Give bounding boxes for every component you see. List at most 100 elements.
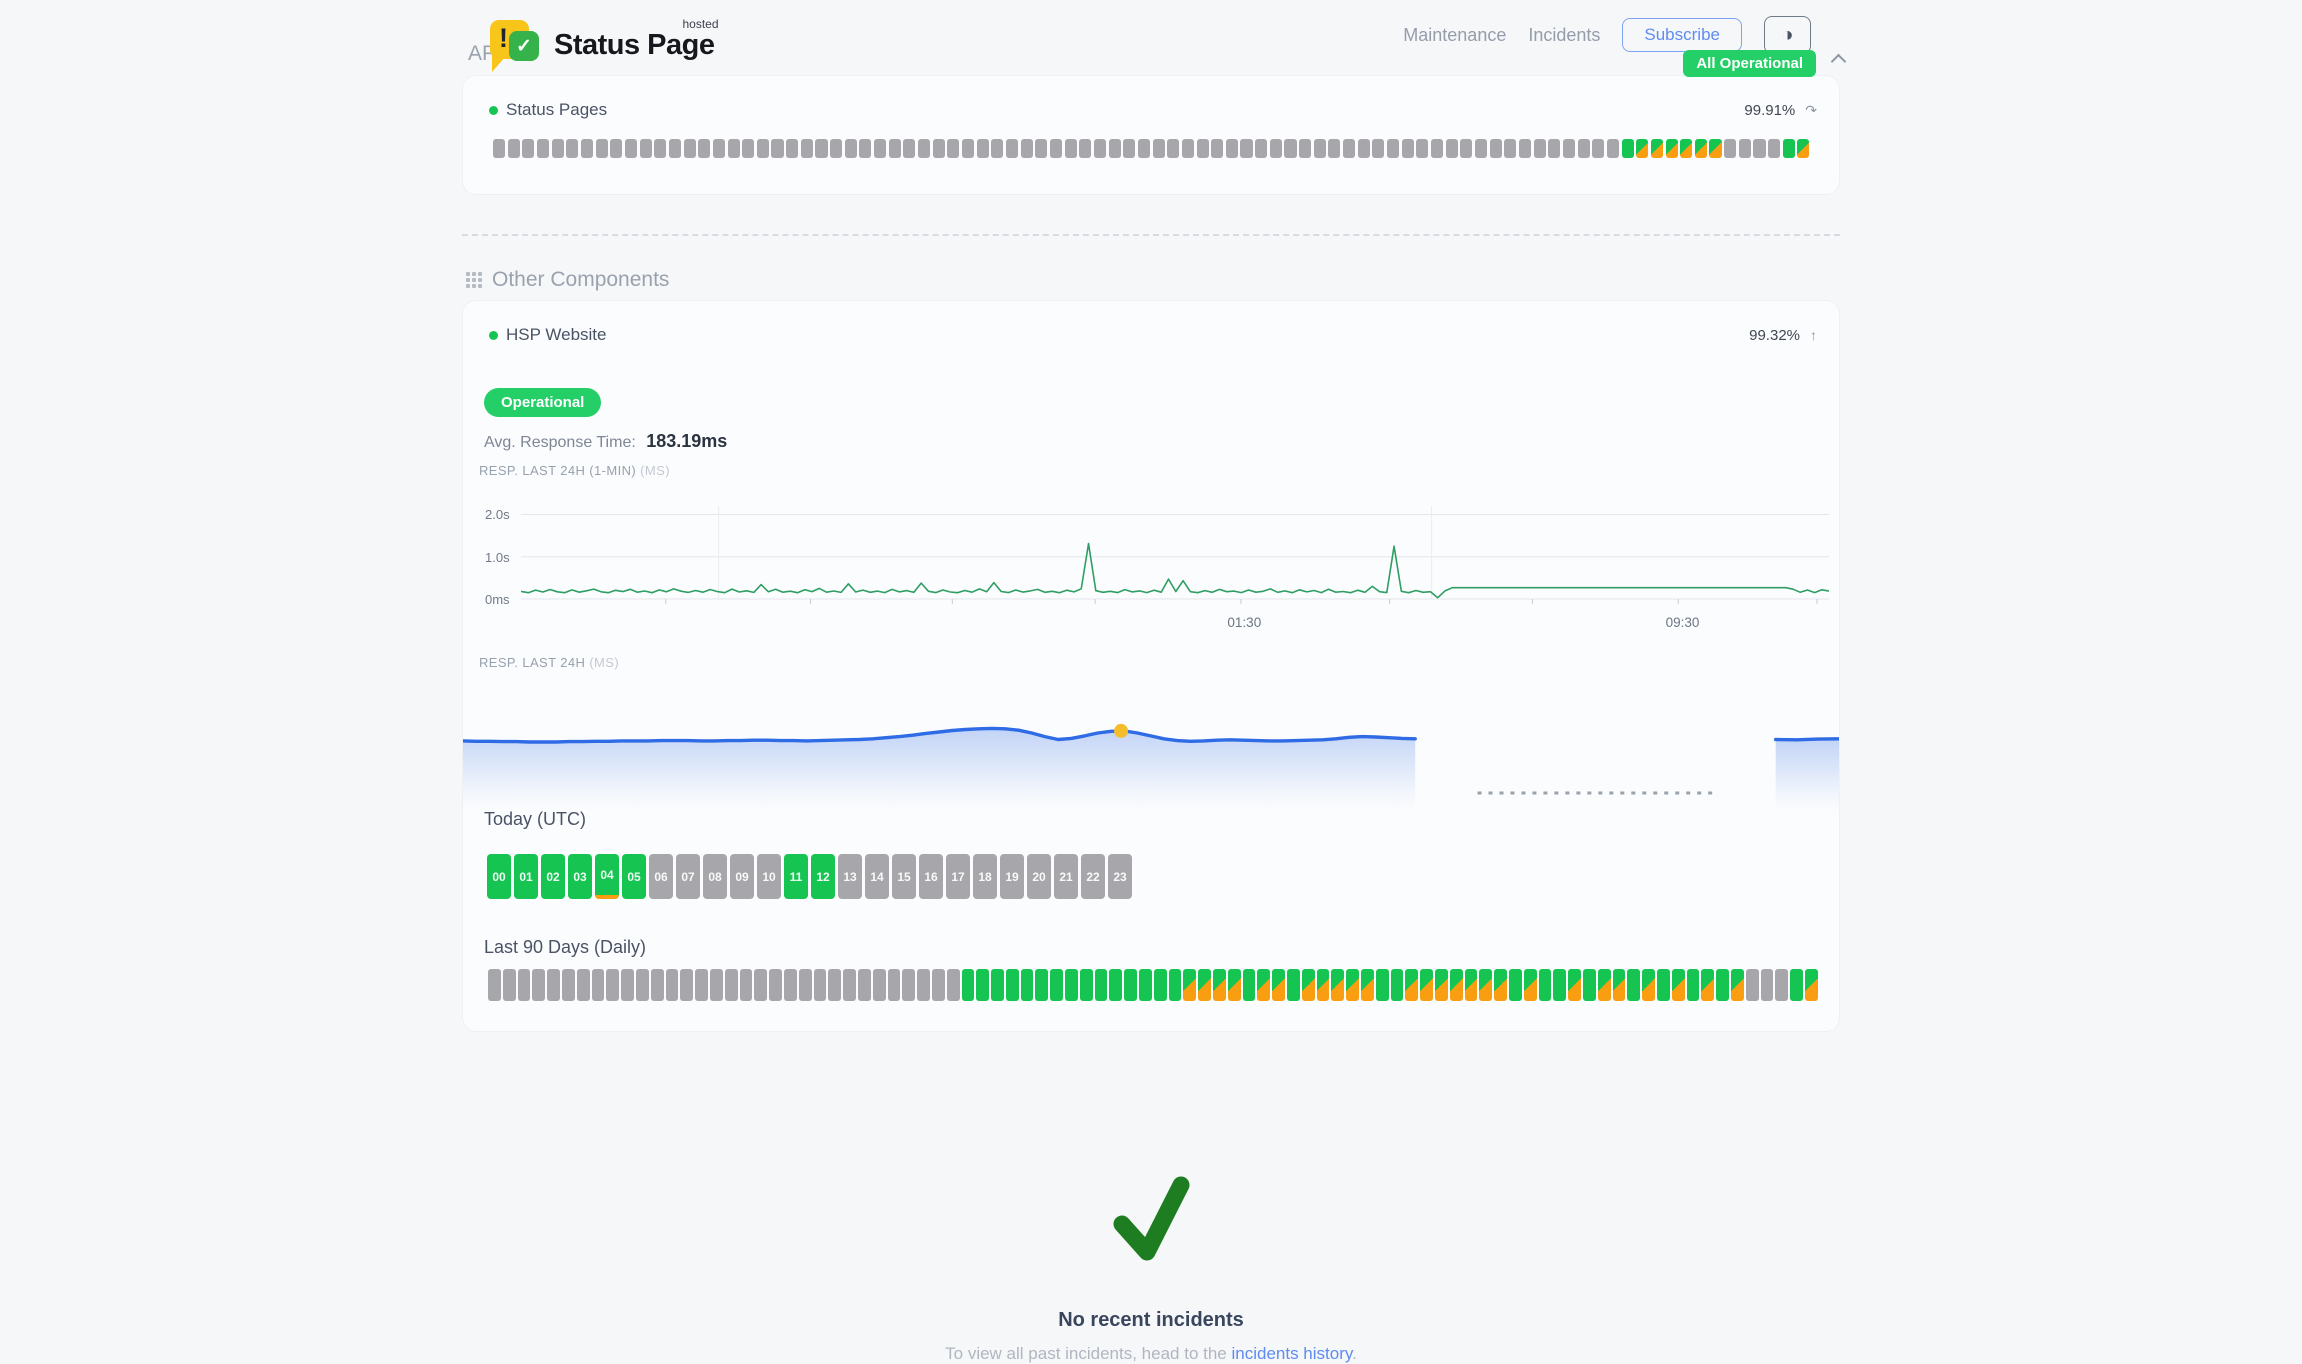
- uptime-bar[interactable]: [888, 139, 901, 158]
- uptime-bar[interactable]: [502, 969, 516, 1001]
- uptime-bar[interactable]: [739, 969, 753, 1001]
- hour-block[interactable]: 01: [514, 854, 538, 899]
- uptime-bar[interactable]: [798, 969, 812, 1001]
- response-1min-chart[interactable]: 2.0s 1.0s 0ms 01:30 09:30: [463, 497, 1839, 637]
- uptime-bar[interactable]: [712, 139, 725, 158]
- uptime-bar[interactable]: [1064, 139, 1077, 158]
- uptime-bar[interactable]: [903, 139, 916, 158]
- uptime-bar[interactable]: [1548, 139, 1561, 158]
- uptime-bar[interactable]: [1257, 969, 1271, 1001]
- uptime-bar[interactable]: [595, 139, 608, 158]
- uptime-bar[interactable]: [1804, 969, 1818, 1001]
- hour-block[interactable]: 23: [1108, 854, 1132, 899]
- uptime-bar[interactable]: [1346, 969, 1360, 1001]
- uptime-bar[interactable]: [1167, 139, 1180, 158]
- overall-status-badge[interactable]: All Operational: [1683, 50, 1816, 77]
- uptime-bar[interactable]: [1701, 969, 1715, 1001]
- uptime-bar[interactable]: [650, 969, 664, 1001]
- uptime-bar[interactable]: [1390, 969, 1404, 1001]
- uptime-bar[interactable]: [1137, 139, 1150, 158]
- uptime-bar[interactable]: [727, 139, 740, 158]
- uptime-bar[interactable]: [1416, 139, 1429, 158]
- uptime-bar[interactable]: [1035, 969, 1049, 1001]
- uptime-bar[interactable]: [1065, 969, 1078, 1001]
- uptime-bar[interactable]: [680, 969, 694, 1001]
- uptime-bar[interactable]: [1464, 969, 1478, 1001]
- uptime-bar[interactable]: [1730, 969, 1744, 1001]
- uptime-bar[interactable]: [961, 969, 975, 1001]
- uptime-bar[interactable]: [1621, 139, 1634, 158]
- hour-block[interactable]: 07: [676, 854, 700, 899]
- uptime-bar[interactable]: [1387, 139, 1400, 158]
- hour-block[interactable]: 03: [568, 854, 592, 899]
- uptime-bar[interactable]: [1577, 139, 1590, 158]
- component-row-hsp-website[interactable]: HSP Website 99.32% ↑: [489, 325, 1817, 345]
- uptime-bar[interactable]: [1153, 969, 1167, 1001]
- uptime-bar[interactable]: [1508, 969, 1522, 1001]
- uptime-bar[interactable]: [991, 969, 1004, 1001]
- uptime-bar[interactable]: [665, 969, 679, 1001]
- uptime-bar[interactable]: [1020, 969, 1034, 1001]
- uptime-bar[interactable]: [1489, 139, 1502, 158]
- uptime-bar[interactable]: [1343, 139, 1356, 158]
- uptime-bar[interactable]: [1328, 139, 1341, 158]
- uptime-bar[interactable]: [756, 139, 769, 158]
- uptime-bar[interactable]: [1533, 139, 1546, 158]
- incidents-history-link[interactable]: incidents history: [1231, 1344, 1353, 1363]
- uptime-bar[interactable]: [1435, 969, 1448, 1001]
- uptime-bar[interactable]: [1431, 139, 1444, 158]
- uptime-bar[interactable]: [1375, 969, 1389, 1001]
- uptime-bar[interactable]: [591, 969, 605, 1001]
- uptime-bar[interactable]: [517, 969, 531, 1001]
- uptime-bar[interactable]: [1361, 969, 1374, 1001]
- nav-incidents[interactable]: Incidents: [1528, 24, 1601, 45]
- hour-block[interactable]: 08: [703, 854, 727, 899]
- uptime-bar[interactable]: [859, 139, 872, 158]
- uptime-bar[interactable]: [1562, 139, 1575, 158]
- uptime-bar[interactable]: [1650, 139, 1663, 158]
- uptime-bar[interactable]: [1316, 969, 1330, 1001]
- uptime-bar[interactable]: [1123, 139, 1136, 158]
- uptime-bar[interactable]: [561, 969, 575, 1001]
- hour-block[interactable]: 15: [892, 854, 916, 899]
- uptime-bar[interactable]: [874, 139, 887, 158]
- hour-block[interactable]: 00: [487, 854, 511, 899]
- uptime-bar[interactable]: [1225, 139, 1238, 158]
- uptime-bar[interactable]: [1568, 969, 1581, 1001]
- uptime-bar[interactable]: [536, 139, 550, 158]
- uptime-bar[interactable]: [771, 139, 784, 158]
- uptime-bar[interactable]: [1606, 139, 1619, 158]
- uptime-bar[interactable]: [1079, 969, 1093, 1001]
- uptime-bar[interactable]: [695, 969, 708, 1001]
- uptime-bar[interactable]: [946, 969, 960, 1001]
- uptime-bar[interactable]: [522, 139, 535, 158]
- uptime-bar[interactable]: [1449, 969, 1463, 1001]
- uptime-bar[interactable]: [1420, 969, 1433, 1001]
- hour-block[interactable]: 19: [1000, 854, 1024, 899]
- uptime-bar[interactable]: [507, 139, 520, 158]
- uptime-bar[interactable]: [1284, 139, 1297, 158]
- uptime-bar[interactable]: [621, 969, 634, 1001]
- uptime-bar[interactable]: [1760, 969, 1774, 1001]
- uptime-bar[interactable]: [1035, 139, 1048, 158]
- uptime-bar[interactable]: [1049, 139, 1062, 158]
- hour-block[interactable]: 14: [865, 854, 889, 899]
- uptime-bar[interactable]: [828, 969, 842, 1001]
- uptime-bar[interactable]: [1168, 969, 1182, 1001]
- uptime-bar[interactable]: [932, 139, 945, 158]
- uptime-bar[interactable]: [844, 139, 857, 158]
- uptime-bar[interactable]: [1612, 969, 1626, 1001]
- uptime-bar[interactable]: [1642, 969, 1655, 1001]
- uptime-bar[interactable]: [1005, 969, 1019, 1001]
- uptime-bar[interactable]: [1553, 969, 1567, 1001]
- uptime-bar[interactable]: [843, 969, 856, 1001]
- uptime-bar[interactable]: [1592, 139, 1605, 158]
- uptime-bar[interactable]: [576, 969, 590, 1001]
- uptime-bar[interactable]: [1686, 969, 1700, 1001]
- uptime-bar[interactable]: [1301, 969, 1315, 1001]
- uptime-bar[interactable]: [813, 969, 827, 1001]
- uptime-bar[interactable]: [1124, 969, 1138, 1001]
- uptime-bar[interactable]: [1680, 139, 1693, 158]
- collapse-arrow-icon[interactable]: ↑: [1810, 327, 1817, 343]
- uptime-bar[interactable]: [1005, 139, 1019, 158]
